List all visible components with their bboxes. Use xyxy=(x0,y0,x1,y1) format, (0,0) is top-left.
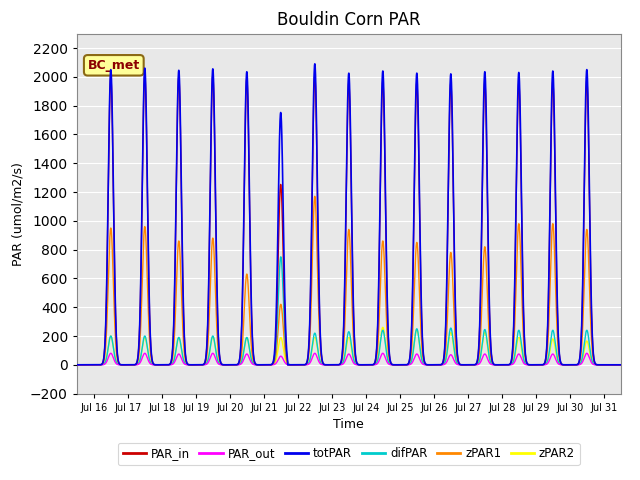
Title: Bouldin Corn PAR: Bouldin Corn PAR xyxy=(277,11,420,29)
X-axis label: Time: Time xyxy=(333,418,364,431)
Text: BC_met: BC_met xyxy=(88,59,140,72)
Legend: PAR_in, PAR_out, totPAR, difPAR, zPAR1, zPAR2: PAR_in, PAR_out, totPAR, difPAR, zPAR1, … xyxy=(118,443,580,465)
Y-axis label: PAR (umol/m2/s): PAR (umol/m2/s) xyxy=(12,162,24,265)
